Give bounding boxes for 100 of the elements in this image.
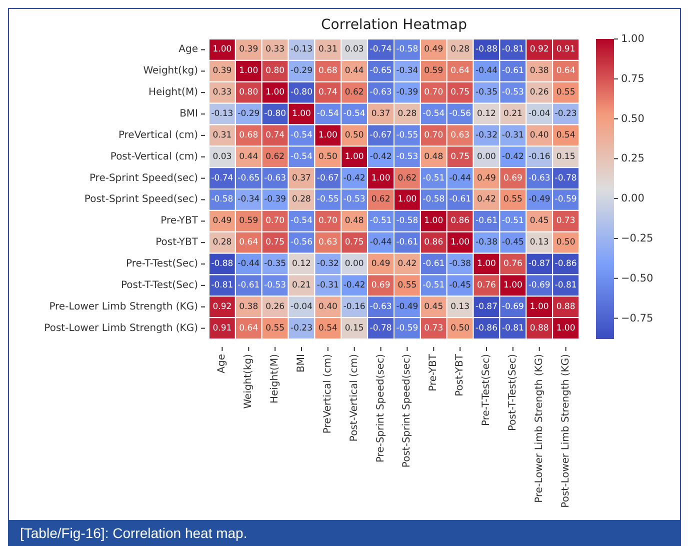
data-label: -0.23 [554, 109, 577, 119]
data-label: -0.38 [449, 259, 472, 269]
data-label: 1.00 [398, 194, 417, 205]
data-label: -0.42 [502, 152, 524, 162]
data-label: -0.74 [370, 44, 392, 55]
data-label: 0.39 [212, 66, 232, 76]
data-label: 0.00 [477, 152, 496, 162]
data-label: -0.58 [211, 194, 234, 205]
data-label: -0.23 [290, 323, 312, 334]
data-label: -0.51 [502, 216, 524, 226]
y-tick-label: Height(M) [148, 87, 198, 98]
data-label: 0.15 [344, 323, 364, 334]
data-label: 0.33 [212, 88, 232, 98]
data-label: -0.45 [449, 280, 472, 290]
data-label: -0.61 [422, 259, 445, 269]
data-label: -0.38 [476, 238, 498, 248]
data-label: -0.49 [396, 302, 418, 312]
data-label: 0.55 [556, 88, 576, 98]
data-label: 0.45 [424, 302, 444, 312]
data-label: -0.35 [476, 88, 498, 98]
data-label: -0.16 [343, 302, 366, 312]
data-label: 0.62 [398, 173, 417, 184]
data-label: -0.56 [449, 109, 472, 119]
data-label: 0.37 [371, 109, 390, 119]
data-label: -0.42 [343, 280, 366, 290]
data-label: 0.73 [424, 323, 444, 334]
data-label: 0.49 [212, 216, 232, 226]
data-label: 0.74 [318, 88, 338, 98]
x-tick-label: Pre-Lower Limb Strength (KG) [534, 354, 545, 503]
data-label: 0.68 [239, 130, 258, 140]
data-label: 0.50 [556, 238, 576, 248]
data-label: 0.70 [266, 216, 285, 226]
data-label: 0.62 [266, 152, 285, 162]
x-tick-label: Pre-YBT [428, 353, 440, 392]
y-tick-label: Post-Sprint Speed(sec) [84, 194, 198, 206]
data-label: 1.00 [292, 109, 311, 119]
data-label: 0.28 [212, 238, 232, 248]
data-label: -0.87 [476, 302, 498, 312]
data-label: -0.29 [290, 66, 312, 76]
data-label: -0.53 [502, 88, 524, 98]
data-label: -0.34 [238, 194, 260, 205]
data-label: 0.50 [318, 152, 338, 162]
data-label: 0.12 [477, 109, 496, 119]
data-label: -0.42 [343, 173, 366, 184]
data-label: 0.38 [530, 66, 549, 76]
data-label: 0.48 [424, 152, 444, 162]
data-label: 0.55 [398, 280, 417, 290]
data-label: 0.26 [266, 302, 285, 312]
data-label: 0.74 [266, 130, 285, 140]
data-label: 0.13 [530, 238, 549, 248]
y-tick-label: BMI [180, 108, 198, 120]
data-label: 0.64 [450, 66, 470, 76]
data-label: -0.53 [396, 152, 418, 162]
data-label: -0.44 [370, 238, 392, 248]
data-label: -0.58 [396, 216, 418, 226]
data-label: -0.44 [238, 259, 260, 269]
data-label: -0.42 [370, 152, 392, 162]
data-label: -0.13 [211, 109, 234, 119]
y-tick-label: Pre-Sprint Speed(sec) [89, 172, 198, 184]
data-label: -0.67 [370, 130, 392, 140]
data-label: -0.63 [370, 88, 392, 98]
x-tick-label: Weight(kg) [243, 354, 254, 409]
data-label: 0.70 [424, 130, 444, 140]
data-label: -0.31 [316, 280, 339, 290]
data-label: 0.49 [371, 259, 390, 269]
color-bar-label: −0.50 [621, 272, 654, 284]
data-label: 0.80 [266, 66, 285, 76]
data-label: -0.53 [264, 280, 286, 290]
data-label: -0.87 [528, 259, 550, 269]
chart-title: Correlation Heatmap [320, 17, 468, 33]
data-label: -0.80 [264, 109, 286, 119]
data-label: -0.45 [502, 238, 524, 248]
data-label: -0.54 [290, 130, 312, 140]
data-label: 0.88 [556, 302, 576, 312]
x-tick-label: Pre-Sprint Speed(sec) [375, 354, 386, 463]
data-label: -0.78 [554, 173, 577, 184]
data-label: -0.61 [476, 216, 498, 226]
y-tick-label: Pre-T-Test(Sec) [126, 258, 198, 270]
data-label: 0.40 [318, 302, 338, 312]
data-label: -0.63 [528, 173, 550, 184]
data-label: -0.86 [476, 323, 498, 334]
data-label: -0.63 [264, 173, 286, 184]
data-label: -0.55 [316, 194, 339, 205]
data-label: 0.86 [450, 216, 470, 226]
data-label: -0.04 [290, 302, 312, 312]
data-label: 0.69 [503, 173, 522, 184]
x-tick-label: BMI [296, 354, 307, 372]
data-label: -0.58 [396, 44, 418, 55]
data-label: 0.88 [530, 323, 549, 334]
data-label: 0.12 [292, 259, 311, 269]
x-tick-label: Post-YBT [454, 353, 466, 396]
data-label: -0.81 [211, 280, 234, 290]
x-tick-label: Post-Lower Limb Strength (KG) [560, 354, 572, 508]
data-label: 0.62 [344, 88, 364, 98]
data-label: -0.61 [396, 238, 418, 248]
data-label: 0.28 [398, 109, 417, 119]
data-label: -0.29 [238, 109, 260, 119]
data-label: -0.59 [396, 323, 418, 334]
data-label: -0.51 [422, 173, 445, 184]
data-label: 0.21 [292, 280, 311, 290]
